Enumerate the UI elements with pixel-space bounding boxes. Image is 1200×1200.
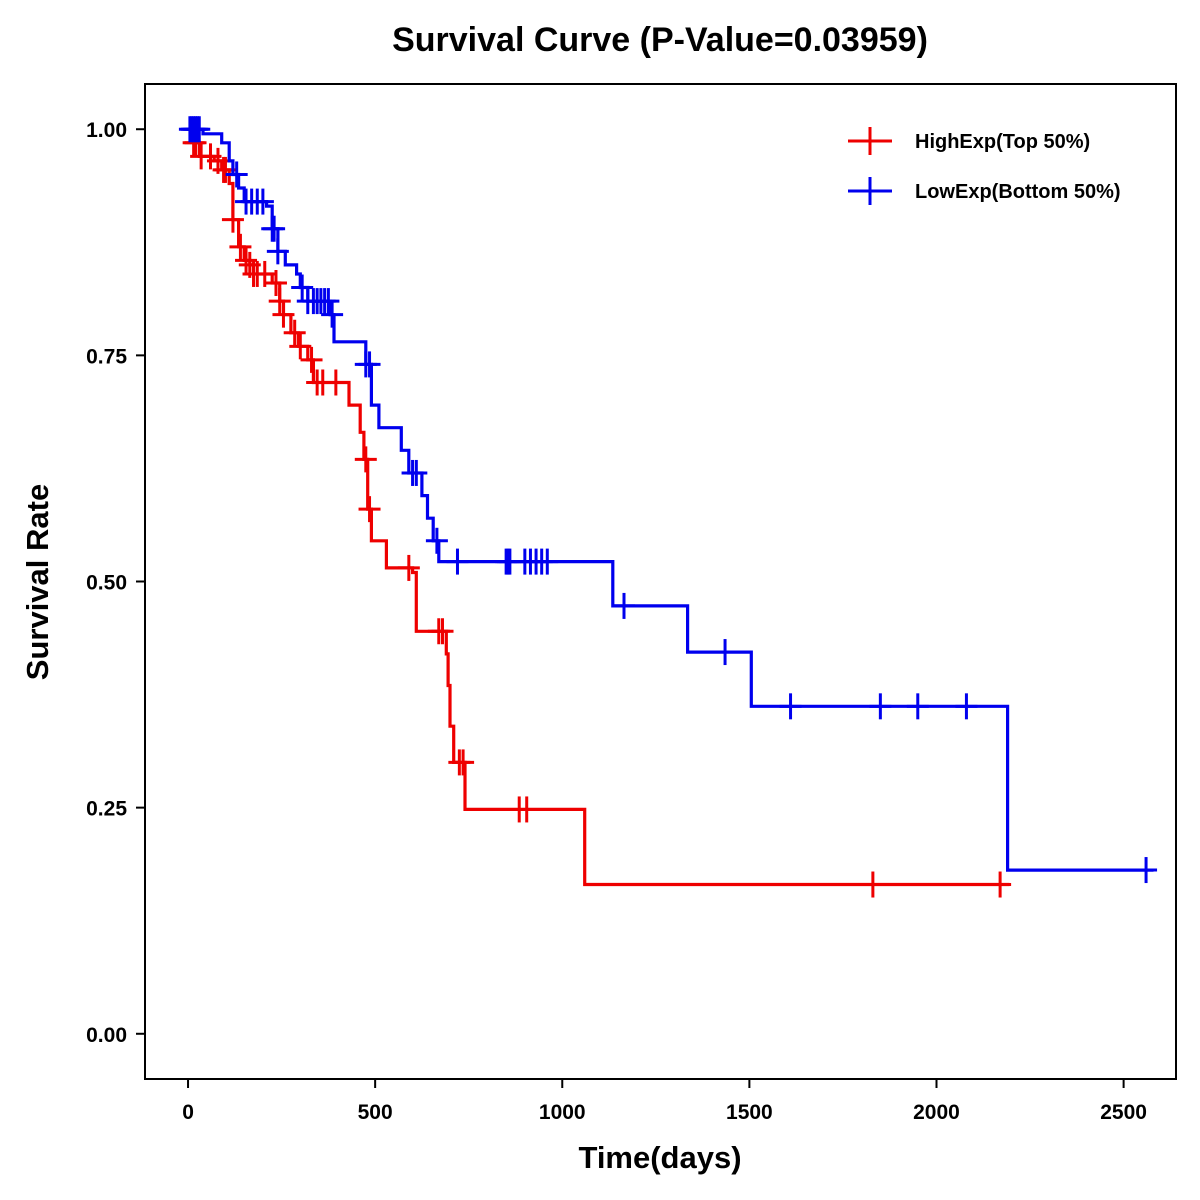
censor-mark: [779, 693, 802, 720]
censor-mark: [354, 446, 377, 473]
x-axis: 0 500 1000 1500 2000 2500: [182, 1079, 1147, 1124]
x-tick-label: 1000: [539, 1101, 586, 1124]
y-tick-label: 1.00: [86, 119, 127, 142]
censor-mark: [955, 693, 978, 720]
censor-mark: [272, 301, 295, 328]
censor-mark: [989, 871, 1012, 898]
censor-mark: [714, 639, 737, 666]
censor-mark: [1135, 857, 1158, 884]
x-tick-label: 0: [182, 1101, 194, 1124]
censor-mark: [263, 215, 286, 242]
y-tick-label: 0.00: [86, 1024, 127, 1047]
censor-mark: [358, 351, 381, 378]
survival-step-line: [188, 127, 1154, 872]
x-axis-title: Time(days): [578, 1140, 741, 1175]
censor-mark: [425, 527, 448, 554]
legend-label: LowExp(Bottom 50%): [915, 181, 1121, 203]
y-tick-label: 0.50: [86, 572, 127, 595]
x-tick-label: 500: [358, 1101, 393, 1124]
legend-label: HighExp(Top 50%): [915, 131, 1090, 153]
censor-mark: [431, 618, 454, 645]
censor-mark: [906, 693, 929, 720]
censor-mark: [405, 459, 428, 486]
censor-mark: [291, 274, 314, 301]
x-tick-label: 2500: [1100, 1101, 1147, 1124]
chart-title: Survival Curve (P-Value=0.03959): [392, 21, 928, 59]
censor-mark: [452, 749, 475, 776]
y-tick-label: 0.75: [86, 345, 127, 368]
legend: HighExp(Top 50%) LowExp(Bottom 50%): [848, 127, 1121, 205]
censor-mark: [300, 346, 323, 373]
censor-mark: [266, 238, 289, 265]
censor-mark: [235, 247, 258, 274]
y-axis-title: Survival Rate: [20, 484, 55, 680]
series-layer: [178, 116, 1158, 898]
series-high-exp: [182, 127, 1012, 898]
censor-mark: [446, 548, 469, 575]
x-tick-label: 1500: [726, 1101, 773, 1124]
y-axis: 0.00 0.25 0.50 0.75 1.00: [86, 119, 145, 1047]
censor-mark: [324, 369, 347, 396]
censor-mark: [321, 301, 344, 328]
censor-mark: [358, 496, 381, 523]
censor-mark: [264, 270, 287, 296]
censor-mark: [861, 871, 884, 898]
censor-mark: [515, 796, 538, 823]
legend-item: LowExp(Bottom 50%): [848, 177, 1121, 205]
censor-mark: [869, 693, 892, 720]
censor-mark: [397, 554, 420, 581]
censor-mark: [283, 319, 306, 346]
y-tick-label: 0.25: [86, 798, 127, 821]
x-tick-label: 2000: [913, 1101, 960, 1124]
censor-mark: [289, 333, 312, 360]
censor-mark: [613, 592, 636, 619]
legend-item: HighExp(Top 50%): [848, 127, 1090, 155]
censor-mark: [317, 288, 340, 315]
censor-mark: [229, 233, 252, 260]
censor-mark: [188, 116, 211, 143]
censor-mark: [536, 548, 559, 575]
censor-mark: [251, 188, 274, 215]
censor-mark: [253, 260, 276, 287]
censor-mark: [225, 161, 248, 188]
censor-mark: [221, 206, 244, 233]
series-low-exp: [178, 116, 1158, 884]
censor-mark: [268, 288, 291, 315]
